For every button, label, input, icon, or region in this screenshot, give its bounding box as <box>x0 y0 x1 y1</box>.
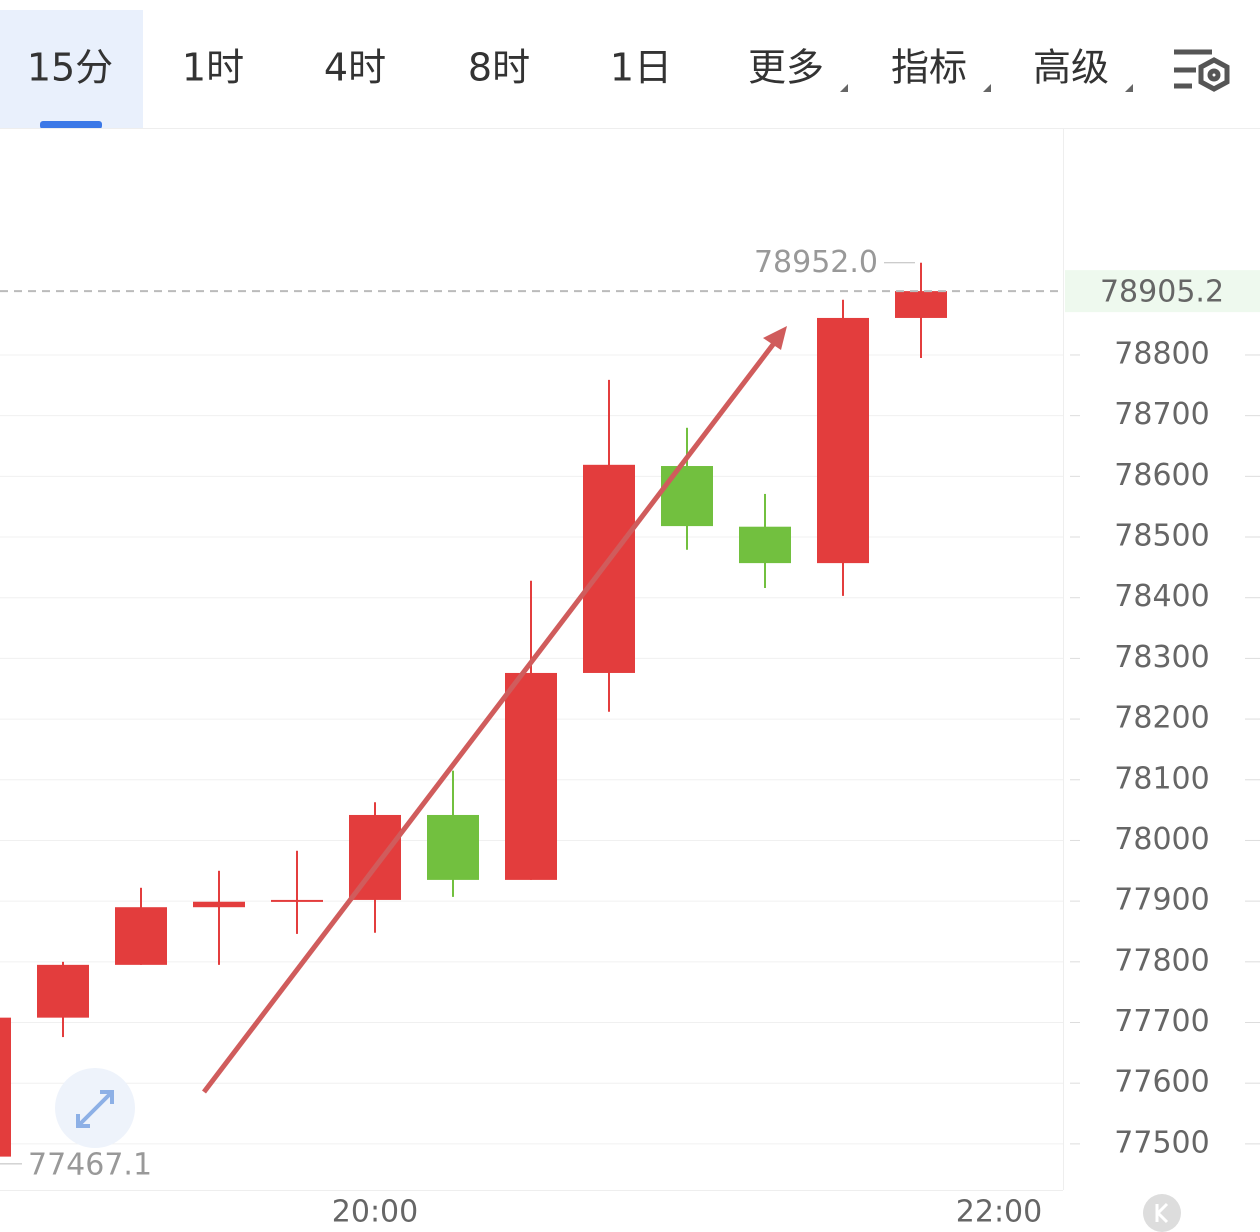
y-tick-label: 77800 <box>1114 943 1209 978</box>
active-tab-bg <box>0 10 143 128</box>
candle-body <box>661 466 713 527</box>
candle-body <box>895 291 947 318</box>
y-tick-label: 78800 <box>1114 336 1209 371</box>
zoom-button[interactable] <box>55 1068 135 1148</box>
candle-body <box>271 899 323 902</box>
last-price-label: 78905.2 <box>1100 275 1224 310</box>
low-label: 77467.1 <box>28 1147 152 1182</box>
y-tick-label: 77500 <box>1114 1125 1209 1160</box>
y-tick-label: 78500 <box>1114 519 1209 554</box>
y-tick-label: 78600 <box>1114 458 1209 493</box>
x-tick-label: 20:00 <box>332 1195 418 1230</box>
settings-icon[interactable] <box>1174 49 1230 92</box>
candle-body <box>505 672 557 880</box>
tab[interactable]: 1日 <box>610 46 672 90</box>
k-button[interactable] <box>1143 1194 1181 1232</box>
last-price-box <box>1065 270 1260 313</box>
trend-arrow <box>202 336 780 1094</box>
y-tick-label: 78200 <box>1114 701 1209 736</box>
y-tick-label: 78000 <box>1114 822 1209 857</box>
y-tick-label: 77600 <box>1114 1065 1209 1100</box>
x-tick-label: 22:00 <box>956 1195 1042 1230</box>
candle-body <box>193 901 245 908</box>
candle-body <box>817 317 869 564</box>
y-tick-label: 77900 <box>1114 883 1209 918</box>
tab[interactable]: 指标 <box>891 46 967 90</box>
tab[interactable]: 4时 <box>324 46 386 90</box>
tab[interactable]: 8时 <box>468 46 530 90</box>
candle-body <box>739 526 791 564</box>
dropdown-marks <box>840 84 1133 92</box>
y-tick-label: 78700 <box>1114 397 1209 432</box>
candle-body <box>37 964 89 1018</box>
candle-body <box>0 1017 11 1157</box>
candle-body <box>349 814 401 900</box>
y-tick-label: 78400 <box>1114 579 1209 614</box>
tab[interactable]: 高级 <box>1033 46 1109 90</box>
candle-body <box>583 464 635 673</box>
tab[interactable]: 更多 <box>748 46 824 90</box>
y-tick-label: 77700 <box>1114 1004 1209 1039</box>
y-tick-label: 78300 <box>1114 640 1209 675</box>
active-tab-underline <box>40 121 102 129</box>
high-label: 78952.0 <box>754 245 878 280</box>
trend-arrow-head <box>763 326 787 350</box>
tab[interactable]: 15分 <box>27 46 113 90</box>
tab[interactable]: 1时 <box>182 46 244 90</box>
y-tick-label: 78100 <box>1114 761 1209 796</box>
candle-body <box>427 814 479 880</box>
candle-body <box>115 907 167 965</box>
